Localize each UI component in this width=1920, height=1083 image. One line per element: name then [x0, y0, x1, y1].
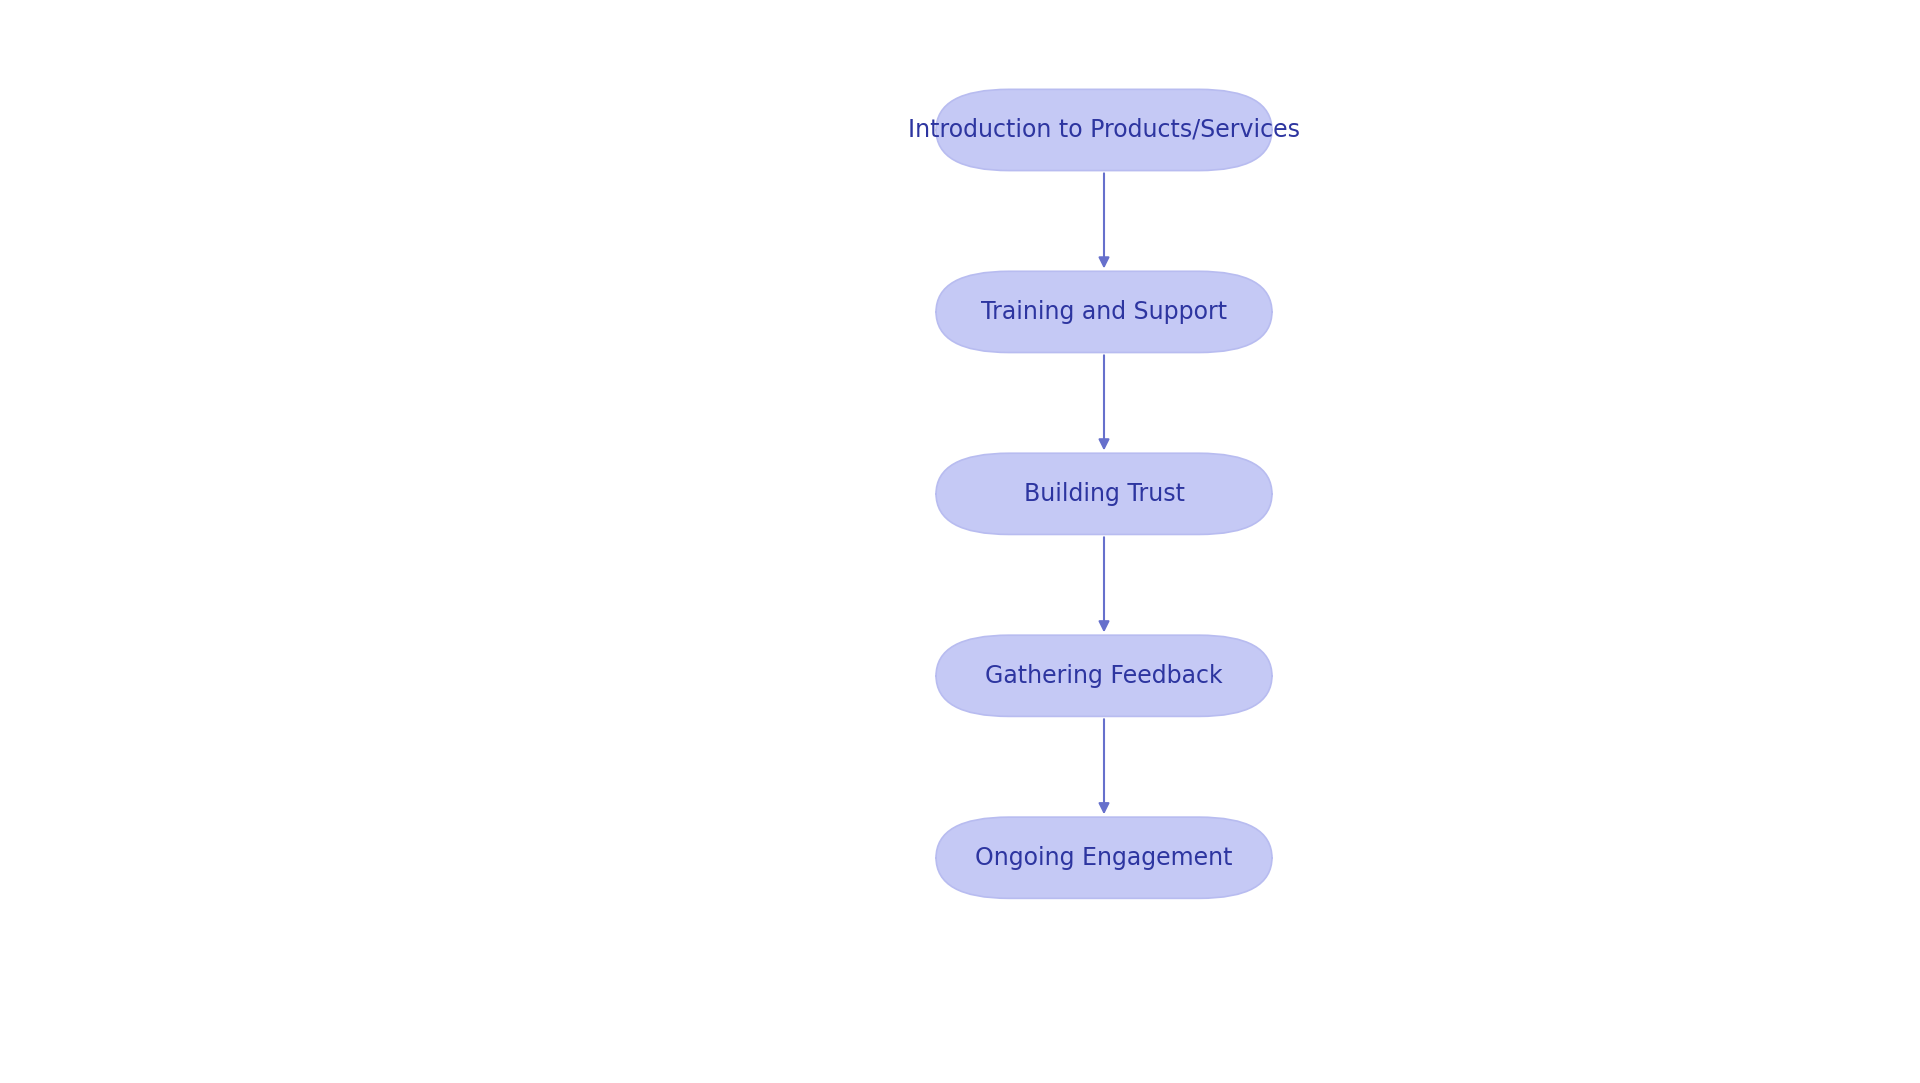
FancyBboxPatch shape — [935, 90, 1271, 170]
Text: Building Trust: Building Trust — [1023, 482, 1185, 506]
Text: Training and Support: Training and Support — [981, 300, 1227, 324]
FancyBboxPatch shape — [935, 453, 1271, 534]
FancyBboxPatch shape — [935, 635, 1271, 717]
FancyBboxPatch shape — [935, 272, 1271, 353]
Text: Introduction to Products/Services: Introduction to Products/Services — [908, 118, 1300, 142]
Text: Gathering Feedback: Gathering Feedback — [985, 664, 1223, 688]
FancyBboxPatch shape — [935, 818, 1271, 899]
Text: Ongoing Engagement: Ongoing Engagement — [975, 846, 1233, 870]
